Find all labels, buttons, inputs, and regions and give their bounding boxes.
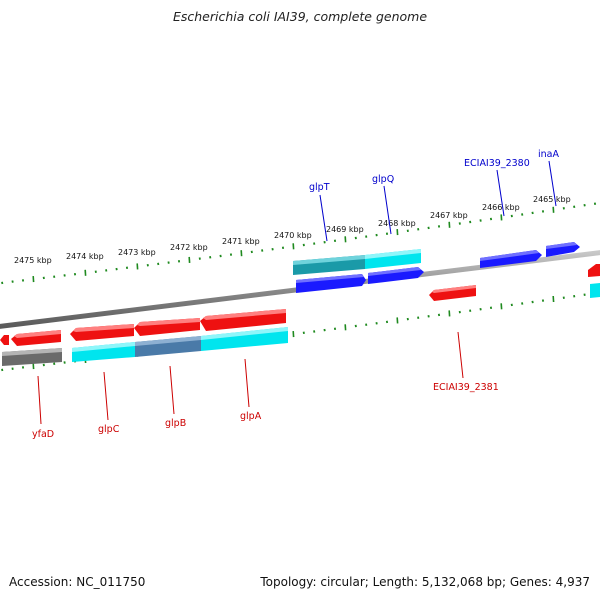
leader-glpC xyxy=(103,371,109,421)
leader-ECIAI39_2381 xyxy=(457,331,464,379)
gene-label-inaA[interactable]: inaA xyxy=(538,149,559,160)
upper-scale-ticks xyxy=(1,202,597,285)
steel-match-band-highlight xyxy=(135,336,201,346)
gene-label-yfaD[interactable]: yfaD xyxy=(32,429,54,440)
gene-glpQ-arrow-highlight xyxy=(368,267,421,276)
leader-ECIAI39_2380 xyxy=(496,169,505,217)
gene-label-ECIAI39_2380[interactable]: ECIAI39_2380 xyxy=(464,158,530,169)
kbp-label: 2475 kbp xyxy=(14,256,52,265)
leader-glpT xyxy=(319,194,328,242)
gene-label-glpT[interactable]: glpT xyxy=(309,182,330,193)
map-title: Escherichia coli IAI39, complete genome xyxy=(172,9,428,24)
gene-yfaD-arrow-highlight xyxy=(14,330,61,338)
kbp-label: 2467 kbp xyxy=(430,211,468,220)
partial-reverse-gene-left xyxy=(0,335,9,345)
gene-inaA-arrow-highlight xyxy=(546,242,577,249)
gene-ECIAI39_2380-arrow-highlight xyxy=(480,250,539,261)
gene-glpC-arrow-highlight xyxy=(73,324,134,332)
kbp-label: 2466 kbp xyxy=(482,203,520,212)
cyan-match-band-lower-highlight xyxy=(201,327,288,340)
gene-glpQ-arrow[interactable] xyxy=(368,267,424,284)
kbp-label: 2473 kbp xyxy=(118,248,156,257)
gene-glpT-arrow-highlight xyxy=(296,274,364,283)
cyan-match-band-left-highlight xyxy=(72,342,135,352)
leader-glpA xyxy=(244,358,250,408)
gene-ECIAI39_2381-arrow-highlight xyxy=(432,285,476,293)
gene-label-glpB[interactable]: glpB xyxy=(165,418,186,429)
gene-label-glpQ[interactable]: glpQ xyxy=(372,174,394,185)
leader-glpB xyxy=(169,365,175,415)
partial-reverse-gene-right xyxy=(588,264,600,277)
gene-label-glpA[interactable]: glpA xyxy=(240,411,262,422)
cyan-match-band-right-partial xyxy=(590,283,600,298)
kbp-label: 2465 kbp xyxy=(533,195,571,204)
kbp-label: 2472 kbp xyxy=(170,243,208,252)
accession-label: Accession: NC_011750 xyxy=(9,575,146,589)
kbp-label: 2471 kbp xyxy=(222,237,260,246)
gene-glpB-arrow-highlight xyxy=(137,318,200,326)
kbp-label: 2468 kbp xyxy=(378,219,416,228)
leader-yfaD xyxy=(37,375,42,425)
gene-glpA-arrow-highlight xyxy=(203,309,286,320)
leader-glpQ xyxy=(383,185,392,235)
grey-match-band-highlight xyxy=(2,348,62,356)
genome-summary: Topology: circular; Length: 5,132,068 bp… xyxy=(260,575,590,589)
gene-label-glpC[interactable]: glpC xyxy=(98,424,120,435)
kbp-label: 2470 kbp xyxy=(274,231,312,240)
leader-inaA xyxy=(548,160,557,207)
teal-match-band-highlight xyxy=(293,255,365,265)
cyan-match-band-highlight xyxy=(365,249,421,259)
gene-label-ECIAI39_2381[interactable]: ECIAI39_2381 xyxy=(433,382,499,393)
kbp-label: 2469 kbp xyxy=(326,225,364,234)
kbp-label: 2474 kbp xyxy=(66,252,104,261)
